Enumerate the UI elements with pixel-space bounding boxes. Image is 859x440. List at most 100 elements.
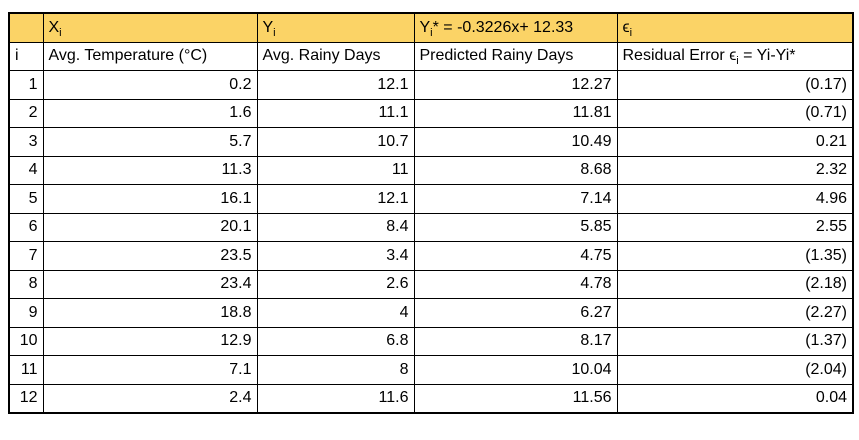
header-text: Residual Error ϵ bbox=[622, 47, 737, 65]
cell-pred-1[interactable]: 12.27 bbox=[413, 70, 618, 100]
cell-x-7[interactable]: 23.5 bbox=[42, 241, 258, 271]
table-row: 3 5.7 10.7 10.49 0.21 bbox=[8, 127, 854, 157]
cell-y-12[interactable]: 11.6 bbox=[256, 383, 415, 414]
cell-x-11[interactable]: 7.1 bbox=[42, 355, 258, 385]
cell-i-10[interactable]: 10 bbox=[8, 326, 44, 356]
cell-resid-2[interactable]: (0.71) bbox=[616, 98, 854, 128]
header-subscript: i bbox=[629, 26, 633, 39]
cell-i-1[interactable]: 1 bbox=[8, 70, 44, 100]
header-subscript: i bbox=[736, 55, 739, 68]
header-cell-index[interactable]: i bbox=[8, 41, 44, 71]
header-cell-epsilon[interactable]: ϵi bbox=[616, 12, 854, 43]
cell-x-10[interactable]: 12.9 bbox=[42, 326, 258, 356]
cell-pred-5[interactable]: 7.14 bbox=[413, 184, 618, 214]
header-text: Avg. Temperature (°C) bbox=[48, 47, 208, 65]
header-text: * = -0.3226x+ 12.33 bbox=[432, 18, 574, 36]
cell-pred-12[interactable]: 11.56 bbox=[413, 383, 618, 414]
cell-resid-6[interactable]: 2.55 bbox=[616, 212, 854, 242]
cell-pred-7[interactable]: 4.75 bbox=[413, 241, 618, 271]
regression-data-table: Xi Yi Yi* = -0.3226x+ 12.33 ϵi i Avg. Te… bbox=[8, 12, 854, 414]
cell-x-1[interactable]: 0.2 bbox=[42, 70, 258, 100]
header-text: Y bbox=[419, 18, 431, 36]
table-row: 9 18.8 4 6.27 (2.27) bbox=[8, 298, 854, 328]
header-text: X bbox=[48, 18, 60, 36]
header-subscript: i bbox=[59, 26, 62, 39]
header-subscript: i bbox=[273, 26, 276, 39]
cell-y-3[interactable]: 10.7 bbox=[256, 127, 415, 157]
cell-resid-1[interactable]: (0.17) bbox=[616, 70, 854, 100]
cell-resid-4[interactable]: 2.32 bbox=[616, 155, 854, 185]
cell-i-5[interactable]: 5 bbox=[8, 184, 44, 214]
cell-pred-9[interactable]: 6.27 bbox=[413, 298, 618, 328]
table-row: 1 0.2 12.1 12.27 (0.17) bbox=[8, 70, 854, 100]
cell-y-6[interactable]: 8.4 bbox=[256, 212, 415, 242]
table-row: 11 7.1 8 10.04 (2.04) bbox=[8, 355, 854, 385]
header-cell-yi[interactable]: Yi bbox=[256, 12, 415, 43]
cell-y-4[interactable]: 11 bbox=[256, 155, 415, 185]
header-text: = Yi-Yi* bbox=[738, 47, 796, 65]
header-text: Y bbox=[262, 18, 274, 36]
cell-y-9[interactable]: 4 bbox=[256, 298, 415, 328]
cell-y-10[interactable]: 6.8 bbox=[256, 326, 415, 356]
cell-x-6[interactable]: 20.1 bbox=[42, 212, 258, 242]
table-row: 6 20.1 8.4 5.85 2.55 bbox=[8, 212, 854, 242]
cell-resid-10[interactable]: (1.37) bbox=[616, 326, 854, 356]
cell-pred-6[interactable]: 5.85 bbox=[413, 212, 618, 242]
cell-x-5[interactable]: 16.1 bbox=[42, 184, 258, 214]
cell-pred-4[interactable]: 8.68 bbox=[413, 155, 618, 185]
cell-i-12[interactable]: 12 bbox=[8, 383, 44, 414]
header-text: Avg. Rainy Days bbox=[262, 47, 381, 65]
table-row: 7 23.5 3.4 4.75 (1.35) bbox=[8, 241, 854, 271]
cell-x-3[interactable]: 5.7 bbox=[42, 127, 258, 157]
cell-y-5[interactable]: 12.1 bbox=[256, 184, 415, 214]
cell-x-12[interactable]: 2.4 bbox=[42, 383, 258, 414]
cell-i-7[interactable]: 7 bbox=[8, 241, 44, 271]
cell-resid-5[interactable]: 4.96 bbox=[616, 184, 854, 214]
header-cell-regression-equation[interactable]: Yi* = -0.3226x+ 12.33 bbox=[413, 12, 618, 43]
header-cell-xi[interactable]: Xi bbox=[42, 12, 258, 43]
cell-i-4[interactable]: 4 bbox=[8, 155, 44, 185]
cell-y-2[interactable]: 11.1 bbox=[256, 98, 415, 128]
cell-i-6[interactable]: 6 bbox=[8, 212, 44, 242]
cell-i-2[interactable]: 2 bbox=[8, 98, 44, 128]
cell-pred-11[interactable]: 10.04 bbox=[413, 355, 618, 385]
cell-y-8[interactable]: 2.6 bbox=[256, 269, 415, 299]
cell-resid-3[interactable]: 0.21 bbox=[616, 127, 854, 157]
cell-x-4[interactable]: 11.3 bbox=[42, 155, 258, 185]
table-row: 5 16.1 12.1 7.14 4.96 bbox=[8, 184, 854, 214]
cell-x-9[interactable]: 18.8 bbox=[42, 298, 258, 328]
header-cell-residual-error[interactable]: Residual Error ϵi = Yi-Yi* bbox=[616, 41, 854, 71]
cell-resid-7[interactable]: (1.35) bbox=[616, 241, 854, 271]
cell-y-7[interactable]: 3.4 bbox=[256, 241, 415, 271]
cell-resid-11[interactable]: (2.04) bbox=[616, 355, 854, 385]
cell-i-9[interactable]: 9 bbox=[8, 298, 44, 328]
cell-resid-8[interactable]: (2.18) bbox=[616, 269, 854, 299]
cell-y-11[interactable]: 8 bbox=[256, 355, 415, 385]
cell-i-11[interactable]: 11 bbox=[8, 355, 44, 385]
table-row: 2 1.6 11.1 11.81 (0.71) bbox=[8, 98, 854, 128]
cell-resid-9[interactable]: (2.27) bbox=[616, 298, 854, 328]
cell-resid-12[interactable]: 0.04 bbox=[616, 383, 854, 414]
header-text: Predicted Rainy Days bbox=[419, 47, 574, 65]
cell-x-8[interactable]: 23.4 bbox=[42, 269, 258, 299]
cell-x-2[interactable]: 1.6 bbox=[42, 98, 258, 128]
cell-i-8[interactable]: 8 bbox=[8, 269, 44, 299]
cell-pred-10[interactable]: 8.17 bbox=[413, 326, 618, 356]
header-cell-avg-rainy-days[interactable]: Avg. Rainy Days bbox=[256, 41, 415, 71]
table-row: 10 12.9 6.8 8.17 (1.37) bbox=[8, 326, 854, 356]
table-row: 12 2.4 11.6 11.56 0.04 bbox=[8, 383, 854, 414]
cell-pred-2[interactable]: 11.81 bbox=[413, 98, 618, 128]
cell-i-3[interactable]: 3 bbox=[8, 127, 44, 157]
header-cell-avg-temperature[interactable]: Avg. Temperature (°C) bbox=[42, 41, 258, 71]
cell-y-1[interactable]: 12.1 bbox=[256, 70, 415, 100]
cell-pred-8[interactable]: 4.78 bbox=[413, 269, 618, 299]
header-cell-blank[interactable] bbox=[8, 12, 44, 43]
cell-pred-3[interactable]: 10.49 bbox=[413, 127, 618, 157]
header-text: i bbox=[15, 47, 19, 65]
table-row: 4 11.3 11 8.68 2.32 bbox=[8, 155, 854, 185]
header-text: ϵ bbox=[622, 18, 630, 36]
table-row: 8 23.4 2.6 4.78 (2.18) bbox=[8, 269, 854, 299]
header-subscript: i bbox=[430, 26, 433, 39]
header-cell-predicted-rainy-days[interactable]: Predicted Rainy Days bbox=[413, 41, 618, 71]
worksheet-table: Xi Yi Yi* = -0.3226x+ 12.33 ϵi i Avg. Te… bbox=[8, 12, 854, 414]
